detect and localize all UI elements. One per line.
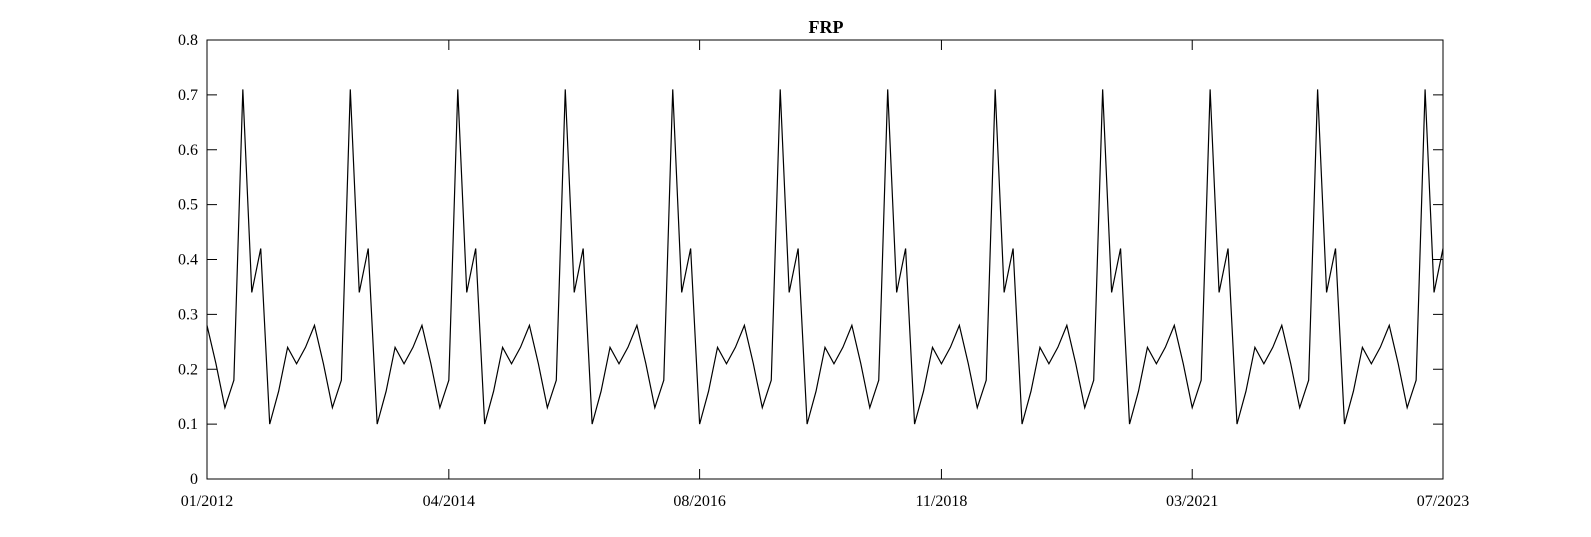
y-tick-label: 0.3 [178, 306, 198, 323]
series-line [206, 89, 1444, 425]
x-tick-label: 07/2023 [1417, 493, 1469, 510]
x-tick-label: 08/2016 [673, 493, 725, 510]
plot-frame [206, 39, 1444, 480]
y-tick-label: 0.2 [178, 361, 198, 378]
x-tick-label: 04/2014 [423, 493, 475, 510]
y-tick-label: 0.8 [178, 32, 198, 49]
axis-ticks: 0 0.1 0.2 0.3 0.4 0.5 0.6 0.7 0.8 01/2012 04/2014 0… [178, 32, 1469, 510]
series-layer [206, 89, 1444, 425]
y-tick-label: 0.5 [178, 197, 198, 214]
y-tick-label: 0 [190, 471, 198, 488]
y-tick-label: 0.6 [178, 142, 198, 159]
y-tick-label: 0.7 [178, 87, 198, 104]
chart-title: FRP [809, 17, 844, 37]
y-tick-label: 0.4 [178, 252, 198, 269]
x-tick-label: 03/2021 [1166, 493, 1218, 510]
y-tick-label: 0.1 [178, 416, 198, 433]
axes [206, 39, 1444, 480]
x-tick-label: 11/2018 [916, 493, 968, 510]
x-tick-label: 01/2012 [181, 493, 233, 510]
